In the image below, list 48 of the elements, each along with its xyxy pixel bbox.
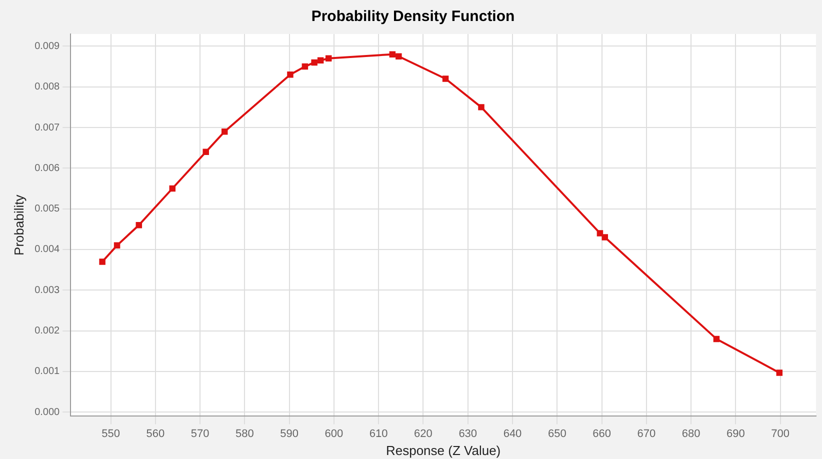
x-tick-label: 550	[102, 428, 120, 440]
x-tick-label: 600	[324, 428, 344, 440]
x-tick-label: 560	[146, 428, 165, 440]
point	[442, 76, 449, 82]
x-tick-label: 690	[726, 428, 745, 440]
point	[99, 258, 106, 265]
x-tick-label: 660	[592, 428, 611, 440]
point	[713, 336, 720, 342]
point	[478, 104, 484, 110]
point	[169, 185, 176, 192]
x-axis-title: Response (Z Value)	[386, 442, 501, 458]
x-tick-label: 610	[369, 428, 388, 440]
point	[317, 57, 324, 64]
y-tick-label: 0.005	[34, 204, 60, 215]
x-tick-label: 590	[280, 428, 299, 440]
y-tick-label: 0.006	[34, 162, 60, 174]
point	[311, 59, 318, 66]
point	[302, 63, 308, 70]
point	[202, 148, 209, 156]
point	[136, 222, 142, 228]
point	[596, 230, 604, 236]
y-tick-label: 0.000	[34, 406, 60, 418]
y-tick-label: 0.007	[34, 122, 60, 134]
y-tick-label: 0.002	[34, 326, 60, 337]
x-tick-label: 650	[548, 428, 566, 440]
point	[389, 51, 396, 58]
point	[602, 234, 608, 240]
point	[221, 128, 228, 135]
y-tick-label: 0.009	[34, 40, 60, 52]
x-tick-label: 620	[414, 428, 432, 440]
point	[325, 55, 332, 62]
x-tick-label: 670	[637, 428, 656, 440]
x-tick-label: 640	[503, 428, 522, 440]
point	[114, 242, 120, 249]
y-tick-label: 0.004	[34, 244, 60, 256]
x-tick-label: 570	[190, 428, 210, 440]
y-axis-title: Probability	[11, 194, 26, 256]
point	[776, 370, 783, 376]
point	[287, 72, 294, 78]
y-tick-label: 0.003	[34, 284, 60, 296]
x-tick-label: 700	[771, 428, 790, 440]
y-tick-label: 0.001	[34, 366, 60, 378]
x-tick-label: 680	[682, 428, 700, 440]
y-tick-label: 0.008	[34, 82, 60, 93]
point	[396, 53, 402, 60]
x-tick-label: 580	[236, 428, 254, 440]
chart-title: Probability Density Function	[311, 8, 515, 26]
x-tick-label: 630	[458, 428, 478, 440]
